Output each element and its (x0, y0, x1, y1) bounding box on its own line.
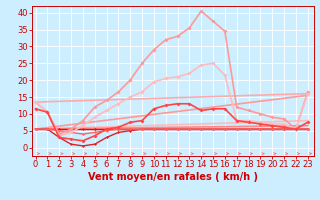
X-axis label: Vent moyen/en rafales ( km/h ): Vent moyen/en rafales ( km/h ) (88, 172, 258, 182)
